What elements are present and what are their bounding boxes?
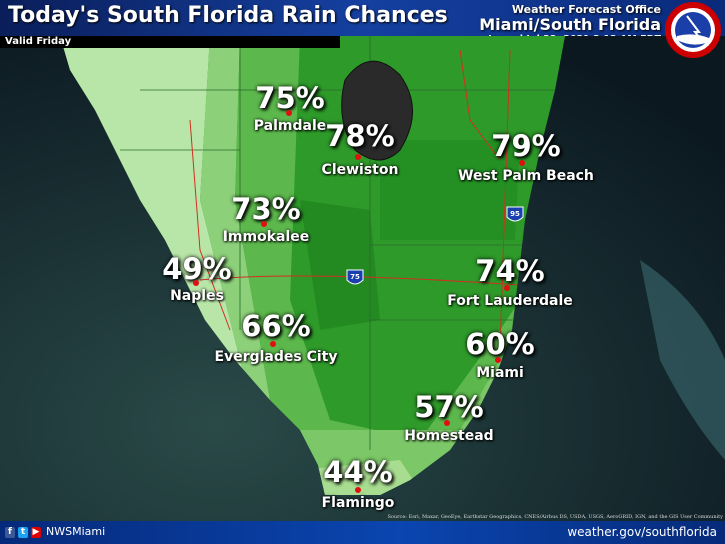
fort-lauderdale-label: Fort Lauderdale	[447, 293, 573, 309]
clewiston-label: Clewiston	[321, 162, 399, 178]
office-line1: Weather Forecast Office	[511, 3, 661, 16]
i75-shield-icon: 75	[346, 269, 364, 285]
svg-text:75: 75	[350, 273, 360, 281]
west-palm-beach-rain-chance: 79%	[491, 129, 561, 163]
miami-rain-chance: 60%	[465, 327, 535, 361]
palmdale-location-dot	[286, 110, 292, 116]
header-bar: Today's South Florida Rain Chances Weath…	[0, 0, 725, 45]
page-title: Today's South Florida Rain Chances	[8, 3, 448, 28]
everglades-city-rain-chance: 66%	[241, 309, 311, 343]
west-palm-beach-location-dot	[519, 160, 525, 166]
lake-okeechobee	[341, 60, 413, 161]
rain-chance-map: 95 75	[0, 36, 725, 521]
flamingo-label: Flamingo	[321, 495, 395, 511]
miami-label: Miami	[476, 365, 524, 381]
twitter-icon[interactable]: t	[18, 527, 28, 538]
office-line2: Miami/South Florida	[479, 15, 661, 34]
everglades-city-location-dot	[270, 341, 276, 347]
palmdale-label: Palmdale	[253, 118, 327, 134]
facebook-icon[interactable]: f	[5, 527, 15, 538]
website-link[interactable]: weather.gov/southflorida	[567, 525, 717, 539]
west-palm-beach-label: West Palm Beach	[458, 168, 594, 184]
homestead-location-dot	[444, 420, 450, 426]
svg-text:95: 95	[510, 210, 520, 218]
immokalee-rain-chance: 73%	[231, 192, 301, 226]
homestead-label: Homestead	[404, 428, 494, 444]
map-source: Source: Esri, Maxar, GeoEye, Earthstar G…	[387, 514, 724, 520]
flamingo-location-dot	[355, 487, 361, 493]
everglades-city-label: Everglades City	[214, 349, 338, 365]
homestead-rain-chance: 57%	[414, 390, 484, 424]
fort-lauderdale-location-dot	[504, 285, 510, 291]
miami-location-dot	[495, 357, 501, 363]
naples-location-dot	[193, 280, 199, 286]
valid-day: Valid Friday	[0, 36, 340, 48]
flamingo-rain-chance: 44%	[323, 455, 393, 489]
palmdale-rain-chance: 75%	[255, 81, 325, 115]
naples-label: Naples	[170, 288, 224, 304]
immokalee-label: Immokalee	[222, 229, 310, 245]
footer-bar: f t ▶ NWSMiami weather.gov/southflorida	[0, 521, 725, 544]
i95-shield-icon: 95	[506, 206, 524, 222]
youtube-icon[interactable]: ▶	[31, 527, 41, 538]
fort-lauderdale-rain-chance: 74%	[475, 254, 545, 288]
nws-logo-icon	[665, 2, 721, 58]
immokalee-location-dot	[261, 221, 267, 227]
social-handle[interactable]: NWSMiami	[46, 525, 106, 538]
clewiston-location-dot	[355, 154, 361, 160]
clewiston-rain-chance: 78%	[325, 119, 395, 153]
